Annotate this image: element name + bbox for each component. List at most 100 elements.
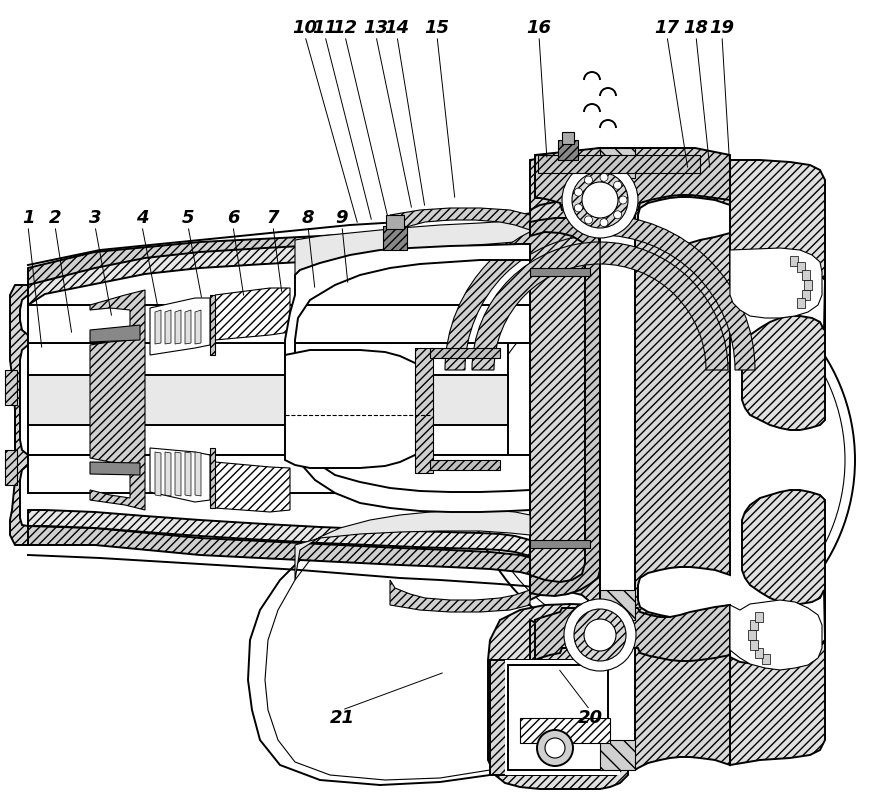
- Polygon shape: [295, 510, 530, 580]
- Polygon shape: [155, 452, 161, 496]
- Polygon shape: [150, 298, 210, 355]
- Bar: [600, 148, 635, 770]
- Text: 14: 14: [385, 19, 409, 37]
- Polygon shape: [755, 648, 763, 658]
- Polygon shape: [165, 452, 171, 496]
- Polygon shape: [530, 148, 600, 770]
- Polygon shape: [488, 604, 628, 789]
- Polygon shape: [730, 600, 822, 670]
- Wedge shape: [600, 215, 755, 370]
- Bar: [600, 740, 635, 770]
- Polygon shape: [195, 310, 201, 344]
- Circle shape: [614, 211, 622, 219]
- Circle shape: [600, 219, 608, 227]
- Text: 10: 10: [292, 19, 318, 37]
- Text: 8: 8: [302, 209, 314, 227]
- Bar: [28, 455, 530, 493]
- Circle shape: [537, 730, 573, 766]
- Polygon shape: [749, 621, 757, 630]
- Polygon shape: [295, 220, 530, 275]
- Polygon shape: [730, 160, 825, 430]
- Polygon shape: [804, 280, 812, 290]
- Wedge shape: [445, 215, 600, 370]
- Polygon shape: [508, 665, 608, 770]
- Wedge shape: [600, 242, 728, 370]
- Polygon shape: [28, 526, 560, 585]
- Polygon shape: [210, 295, 215, 355]
- Text: 3: 3: [89, 209, 101, 227]
- Circle shape: [584, 176, 592, 184]
- Bar: [530, 268, 590, 276]
- Polygon shape: [790, 256, 798, 266]
- Circle shape: [545, 738, 565, 758]
- Bar: [505, 660, 620, 775]
- Polygon shape: [175, 310, 181, 344]
- Circle shape: [575, 204, 583, 212]
- Polygon shape: [195, 452, 201, 496]
- Text: 11: 11: [313, 19, 337, 37]
- Bar: [5, 370, 17, 405]
- Bar: [430, 460, 500, 470]
- Polygon shape: [749, 640, 757, 650]
- Bar: [562, 132, 574, 144]
- Text: 18: 18: [684, 19, 709, 37]
- Circle shape: [562, 162, 638, 238]
- Polygon shape: [90, 290, 145, 510]
- Bar: [28, 343, 508, 455]
- Bar: [558, 140, 578, 160]
- Bar: [415, 348, 433, 473]
- Text: 21: 21: [329, 709, 354, 727]
- Bar: [383, 226, 407, 250]
- Polygon shape: [748, 630, 756, 640]
- Bar: [600, 590, 635, 620]
- Polygon shape: [390, 580, 530, 612]
- Polygon shape: [28, 212, 560, 285]
- Text: 16: 16: [527, 19, 551, 37]
- Polygon shape: [635, 148, 730, 770]
- Polygon shape: [797, 262, 805, 272]
- Text: 6: 6: [226, 209, 239, 227]
- Polygon shape: [530, 218, 600, 596]
- Polygon shape: [165, 310, 171, 344]
- Polygon shape: [803, 290, 811, 299]
- Polygon shape: [215, 288, 290, 340]
- Circle shape: [575, 188, 583, 196]
- Bar: [28, 305, 530, 343]
- Circle shape: [614, 182, 622, 189]
- Wedge shape: [472, 242, 600, 370]
- Circle shape: [465, 265, 855, 655]
- Bar: [28, 375, 508, 425]
- Circle shape: [564, 599, 636, 671]
- Bar: [600, 148, 635, 178]
- Polygon shape: [185, 452, 191, 496]
- Bar: [430, 348, 500, 358]
- Text: 15: 15: [424, 19, 449, 37]
- Text: 4: 4: [136, 209, 148, 227]
- Polygon shape: [285, 350, 430, 468]
- Text: 2: 2: [49, 209, 61, 227]
- Circle shape: [584, 216, 592, 224]
- Polygon shape: [10, 285, 28, 545]
- Text: 19: 19: [710, 19, 734, 37]
- Polygon shape: [730, 490, 825, 765]
- Polygon shape: [90, 325, 140, 342]
- Polygon shape: [150, 448, 210, 502]
- Polygon shape: [155, 310, 161, 344]
- Polygon shape: [185, 310, 191, 344]
- Text: 20: 20: [577, 709, 602, 727]
- Polygon shape: [175, 452, 181, 496]
- Circle shape: [582, 182, 618, 218]
- Circle shape: [584, 619, 616, 651]
- Bar: [530, 540, 590, 548]
- Text: 13: 13: [363, 19, 389, 37]
- Polygon shape: [215, 462, 290, 512]
- Text: 12: 12: [332, 19, 358, 37]
- Polygon shape: [535, 148, 730, 210]
- Bar: [520, 718, 610, 743]
- Polygon shape: [28, 510, 530, 556]
- Text: 9: 9: [336, 209, 348, 227]
- Polygon shape: [285, 244, 530, 512]
- Circle shape: [572, 172, 628, 228]
- Circle shape: [574, 609, 626, 661]
- Circle shape: [600, 174, 608, 182]
